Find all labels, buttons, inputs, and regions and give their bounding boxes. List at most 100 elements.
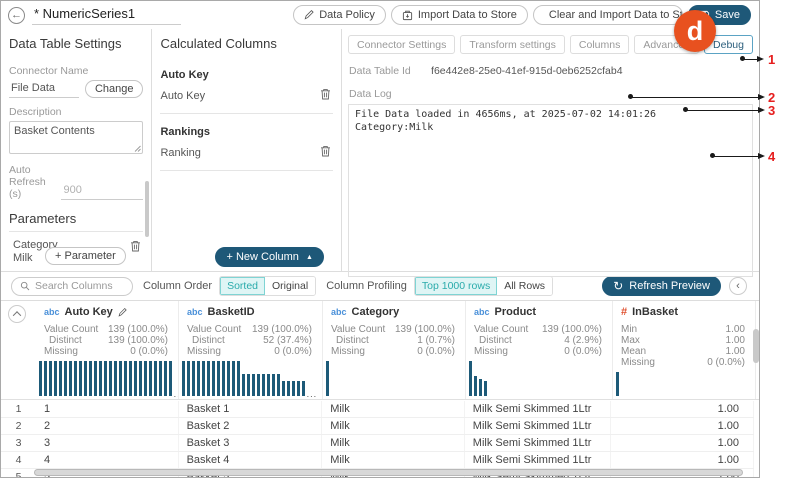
toggle-option-top-1000-rows[interactable]: Top 1000 rows	[414, 277, 498, 295]
table-row[interactable]: 1 1 Basket 1 Milk Milk Semi Skimmed 1Ltr 1.00	[1, 401, 754, 418]
calculated-columns-panel: Calculated Columns Auto Key Auto Key Ranki…	[152, 29, 343, 271]
column-header-category: abc Category Value Count 139 (100.0%) Distin…	[323, 301, 466, 399]
parameters-scrollbar[interactable]	[145, 181, 150, 237]
connector-name-input[interactable]: File Data	[9, 80, 79, 98]
pencil-icon	[304, 10, 314, 20]
data-table-id-label: Data Table Id	[349, 65, 411, 77]
app-window: ← * NumericSeries1 Data Policy Import Da…	[0, 0, 760, 478]
change-connector-button[interactable]: Change	[84, 80, 144, 98]
histogram	[613, 368, 755, 399]
table-cell: Basket 1	[179, 401, 323, 417]
column-type-icon: abc	[187, 307, 203, 317]
calc-item-label: Auto Key	[160, 90, 206, 102]
column-header-product: abc Product Value Count 139 (100.0%) Distinc…	[466, 301, 613, 399]
data-policy-button[interactable]: Data Policy	[293, 5, 386, 25]
caret-up-icon: ▲	[305, 253, 313, 261]
page-title: * NumericSeries1	[32, 5, 182, 25]
data-table-settings-title: Data Table Settings	[9, 36, 122, 51]
column-name[interactable]: BasketID	[207, 306, 255, 318]
annotation-number-4: 4	[768, 149, 776, 164]
search-columns-input[interactable]: Search Columns	[11, 276, 133, 296]
vertical-scrollbar[interactable]	[753, 329, 759, 363]
column-name[interactable]: InBasket	[632, 306, 678, 318]
trash-icon[interactable]	[130, 239, 141, 265]
stat-row: Missing 0 (0.0%)	[44, 346, 168, 357]
clear-and-import-button[interactable]: Clear and Import Data to Store	[532, 5, 683, 25]
auto-refresh-input[interactable]: 900	[61, 182, 144, 200]
stat-row: Distinct 52 (37.4%)	[192, 335, 312, 346]
table-row[interactable]: 3 3 Basket 3 Milk Milk Semi Skimmed 1Ltr 1.00	[1, 435, 754, 452]
new-column-button[interactable]: + New Column ▲	[215, 247, 324, 267]
data-log-label: Data Log	[349, 88, 392, 100]
arrow-left-icon: ←	[11, 9, 22, 21]
histogram	[323, 357, 465, 399]
toggle-option-sorted[interactable]: Sorted	[220, 277, 266, 295]
calc-groups: Auto Key Auto Key Rankings Ranking	[160, 69, 334, 171]
column-name[interactable]: Product	[494, 306, 537, 318]
histogram	[466, 357, 612, 399]
column-profiling-label: Column Profiling	[326, 280, 407, 292]
stat-row: Value Count 139 (100.0%)	[187, 324, 312, 335]
table-cell: Milk Semi Skimmed 1Ltr	[465, 418, 612, 434]
parameters-list: Category Milk	[9, 232, 143, 290]
tab-columns[interactable]: Columns	[569, 35, 630, 54]
annotation-arrow-1	[740, 55, 764, 62]
table-header: abc Auto Key Value Count 139 (100.0%) Distin…	[1, 301, 759, 400]
column-type-icon: abc	[44, 307, 60, 317]
table-cell: Basket 2	[179, 418, 323, 434]
collapse-profiling-button[interactable]	[8, 305, 26, 323]
chevron-up-icon	[12, 311, 22, 320]
parameters-title: Parameters	[9, 210, 144, 232]
parameter-name: Category	[13, 239, 58, 251]
collapse-preview-button[interactable]: ‹	[729, 277, 747, 295]
search-icon	[20, 281, 30, 291]
data-table-settings-panel: Data Table Settings Connector Name File …	[1, 29, 153, 271]
description-textarea[interactable]: Basket Contents	[9, 121, 144, 154]
refresh-preview-button[interactable]: ↻ Refresh Preview	[602, 276, 721, 296]
table-cell: 1.00	[611, 435, 754, 451]
horizontal-scrollbar[interactable]	[34, 469, 743, 476]
tab-transform-settings[interactable]: Transform settings	[460, 35, 565, 54]
row-number: 1	[15, 403, 22, 415]
tab-connector-settings[interactable]: Connector Settings	[348, 35, 456, 54]
ellipsis: ...	[306, 389, 318, 399]
trash-icon[interactable]	[320, 144, 331, 162]
calc-item-label: Ranking	[160, 147, 201, 159]
table-cell: Milk	[322, 435, 465, 451]
annotation-number-1: 1	[768, 52, 776, 67]
back-button[interactable]: ←	[8, 6, 25, 24]
column-name[interactable]: Auto Key	[64, 306, 113, 318]
stat-row: Value Count 139 (100.0%)	[474, 324, 602, 335]
table-columns: abc Auto Key Value Count 139 (100.0%) Distin…	[36, 301, 756, 399]
add-parameter-button[interactable]: + Parameter	[45, 247, 126, 265]
tab-debug[interactable]: Debug	[704, 35, 753, 54]
connector-settings-panel: Connector Settings Transform settings Colu…	[342, 29, 759, 277]
annotation-arrow-4	[710, 152, 765, 159]
chevron-left-icon: ‹	[736, 280, 740, 292]
table-cell: Milk Semi Skimmed 1Ltr	[465, 401, 612, 417]
calc-item: Ranking	[160, 140, 333, 167]
row-number: 2	[15, 420, 22, 432]
table-cell: 4	[36, 452, 179, 468]
trash-icon[interactable]	[320, 87, 331, 105]
column-name[interactable]: Category	[351, 306, 400, 318]
calculated-columns-title: Calculated Columns	[160, 36, 277, 51]
parameter-item: Category Milk	[9, 237, 143, 265]
resize-handle-icon[interactable]	[134, 145, 142, 152]
row-number: 4	[15, 454, 22, 466]
table-cell: Basket 4	[179, 452, 323, 468]
stat-row: Missing 0 (0.0%)	[474, 346, 602, 357]
table-body: 1 1 Basket 1 Milk Milk Semi Skimmed 1Ltr 1.00…	[1, 401, 754, 477]
edit-column-icon[interactable]	[118, 307, 127, 317]
toggle-option-all-rows[interactable]: All Rows	[497, 277, 553, 295]
stat-row: Distinct 139 (100.0%)	[49, 335, 168, 346]
toggle-option-original[interactable]: Original	[265, 277, 316, 295]
table-cell: 1.00	[611, 452, 754, 468]
table-cell: 1.00	[611, 401, 754, 417]
table-row[interactable]: 2 2 Basket 2 Milk Milk Semi Skimmed 1Ltr 1.00	[1, 418, 754, 435]
connector-name-label: Connector Name	[9, 65, 89, 77]
row-number: 3	[15, 437, 22, 449]
annotation-number-3: 3	[768, 103, 776, 118]
import-data-to-store-button[interactable]: Import Data to Store	[390, 5, 528, 25]
table-row[interactable]: 4 4 Basket 4 Milk Milk Semi Skimmed 1Ltr 1.00	[1, 452, 754, 469]
